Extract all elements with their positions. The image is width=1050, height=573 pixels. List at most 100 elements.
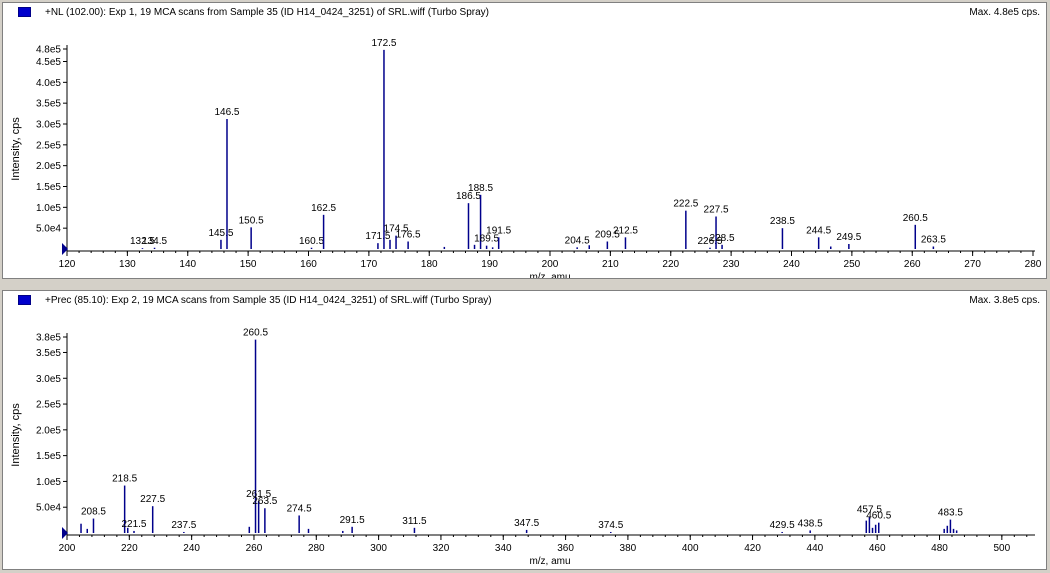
peak-label: 238.5 bbox=[770, 216, 795, 227]
peak-label: 374.5 bbox=[598, 520, 623, 531]
spectrum-panel-bottom: +Prec (85.10): Exp 2, 19 MCA scans from … bbox=[2, 290, 1047, 570]
y-tick-label: 2.0e5 bbox=[36, 425, 61, 436]
x-tick-label: 280 bbox=[1025, 259, 1042, 270]
series-color-swatch bbox=[18, 295, 31, 305]
y-tick-label: 3.5e5 bbox=[36, 99, 61, 110]
peak-label: 244.5 bbox=[806, 225, 831, 236]
peak-label: 237.5 bbox=[171, 520, 196, 531]
peak-label: 429.5 bbox=[770, 520, 795, 531]
peak-label: 222.5 bbox=[673, 199, 698, 210]
panel-title: +Prec (85.10): Exp 2, 19 MCA scans from … bbox=[45, 295, 492, 306]
panel-title: +NL (102.00): Exp 1, 19 MCA scans from S… bbox=[45, 7, 490, 18]
spectrum-chart[interactable]: 5.0e4 1.0e5 1.5e5 2.0e5 2.5e5 3.0e5 3.5e5 4.0e5… bbox=[3, 3, 1046, 278]
y-tick-label: 4.5e5 bbox=[36, 57, 61, 68]
x-tick-label: 220 bbox=[662, 259, 679, 270]
peak-label: 227.5 bbox=[140, 494, 165, 505]
x-tick-label: 270 bbox=[964, 259, 981, 270]
peak-label: 347.5 bbox=[514, 518, 539, 529]
y-tick-label: 5.0e4 bbox=[36, 503, 61, 514]
x-tick-label: 240 bbox=[783, 259, 800, 270]
x-tick-label: 190 bbox=[481, 259, 498, 270]
y-tick-label: 1.0e5 bbox=[36, 203, 61, 214]
peak-label: 263.5 bbox=[252, 496, 277, 507]
x-tick-label: 220 bbox=[121, 543, 138, 554]
max-intensity-label: Max. 3.8e5 cps. bbox=[969, 295, 1040, 306]
peak-label: 226.5 bbox=[697, 236, 722, 247]
y-tick-label: 2.5e5 bbox=[36, 400, 61, 411]
x-tick-label: 260 bbox=[904, 259, 921, 270]
x-tick-label: 340 bbox=[495, 543, 512, 554]
x-tick-label: 380 bbox=[620, 543, 637, 554]
peak-label: 191.5 bbox=[486, 225, 511, 236]
y-tick-label: 2.0e5 bbox=[36, 161, 61, 172]
peak-label: 212.5 bbox=[613, 225, 638, 236]
peak-label: 189.5 bbox=[474, 234, 499, 245]
peak-label: 172.5 bbox=[371, 38, 396, 49]
x-tick-label: 360 bbox=[557, 543, 574, 554]
spectrum-chart[interactable]: 5.0e4 1.0e5 1.5e5 2.0e5 2.5e5 3.0e5 3.5e5 3.8e5… bbox=[3, 291, 1046, 569]
y-tick-label: 4.8e5 bbox=[36, 45, 61, 56]
peak-label: 228.5 bbox=[710, 233, 735, 244]
x-tick-label: 180 bbox=[421, 259, 438, 270]
peak-label: 460.5 bbox=[866, 511, 891, 522]
peak-label: 249.5 bbox=[836, 232, 861, 243]
y-tick-label: 3.8e5 bbox=[36, 333, 61, 344]
x-tick-label: 420 bbox=[744, 543, 761, 554]
x-tick-label: 170 bbox=[361, 259, 378, 270]
baseline-marker bbox=[62, 527, 68, 539]
peak-label: 457.5 bbox=[857, 504, 882, 515]
spectrum-panel-top: +NL (102.00): Exp 1, 19 MCA scans from S… bbox=[2, 2, 1047, 279]
y-tick-label: 4.0e5 bbox=[36, 78, 61, 89]
x-tick-label: 480 bbox=[931, 543, 948, 554]
peak-label: 171.5 bbox=[365, 231, 390, 242]
x-tick-label: 130 bbox=[119, 259, 136, 270]
y-tick-label: 3.5e5 bbox=[36, 348, 61, 359]
peak-label: 311.5 bbox=[402, 516, 427, 527]
x-tick-label: 200 bbox=[59, 543, 76, 554]
y-tick-label: 5.0e4 bbox=[36, 224, 61, 235]
peak-label: 263.5 bbox=[921, 235, 946, 246]
peak-label: 132.5 bbox=[130, 236, 155, 247]
x-tick-label: 140 bbox=[179, 259, 196, 270]
y-axis-label: Intensity, cps bbox=[10, 403, 22, 467]
peak-label: 146.5 bbox=[214, 107, 239, 118]
peak-label: 274.5 bbox=[287, 503, 312, 514]
peak-label: 209.5 bbox=[595, 230, 620, 241]
peak-label: 204.5 bbox=[565, 235, 590, 246]
peak-label: 208.5 bbox=[81, 507, 106, 518]
peak-label: 174.5 bbox=[384, 224, 409, 235]
y-tick-label: 3.0e5 bbox=[36, 120, 61, 131]
y-tick-label: 1.0e5 bbox=[36, 477, 61, 488]
x-tick-label: 440 bbox=[807, 543, 824, 554]
peak-label: 145.5 bbox=[208, 228, 233, 239]
x-tick-label: 460 bbox=[869, 543, 886, 554]
x-tick-label: 240 bbox=[183, 543, 200, 554]
series-color-swatch bbox=[18, 7, 31, 17]
peak-label: 150.5 bbox=[239, 215, 264, 226]
peak-label: 260.5 bbox=[243, 328, 268, 339]
peak-label: 134.5 bbox=[142, 236, 167, 247]
x-tick-label: 120 bbox=[59, 259, 76, 270]
x-axis-label: m/z, amu bbox=[529, 556, 570, 567]
max-intensity-label: Max. 4.8e5 cps. bbox=[969, 7, 1040, 18]
y-axis-label: Intensity, cps bbox=[10, 117, 22, 181]
peak-label: 218.5 bbox=[112, 474, 137, 485]
peak-label: 221.5 bbox=[121, 519, 146, 530]
y-tick-label: 3.0e5 bbox=[36, 374, 61, 385]
peak-label: 260.5 bbox=[903, 213, 928, 224]
peak-label: 160.5 bbox=[299, 236, 324, 247]
peak-label: 261.5 bbox=[246, 489, 271, 500]
y-tick-label: 1.5e5 bbox=[36, 451, 61, 462]
peak-label: 186.5 bbox=[456, 191, 481, 202]
x-tick-label: 500 bbox=[993, 543, 1010, 554]
x-tick-label: 210 bbox=[602, 259, 619, 270]
peak-label: 483.5 bbox=[938, 508, 963, 519]
peak-label: 188.5 bbox=[468, 183, 493, 194]
peak-label: 162.5 bbox=[311, 203, 336, 214]
x-tick-label: 230 bbox=[723, 259, 740, 270]
x-tick-label: 250 bbox=[844, 259, 861, 270]
x-axis-label: m/z, amu bbox=[529, 272, 570, 278]
peak-label: 291.5 bbox=[340, 515, 365, 526]
peak-label: 176.5 bbox=[396, 230, 421, 241]
x-tick-label: 150 bbox=[240, 259, 257, 270]
